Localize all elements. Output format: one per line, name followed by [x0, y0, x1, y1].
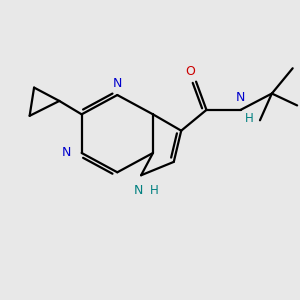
Text: O: O [185, 65, 195, 78]
Text: N: N [112, 76, 122, 90]
Text: N: N [62, 146, 71, 160]
Text: N: N [236, 92, 245, 104]
Text: N: N [134, 184, 143, 196]
Text: H: H [245, 112, 254, 125]
Text: H: H [150, 184, 159, 196]
